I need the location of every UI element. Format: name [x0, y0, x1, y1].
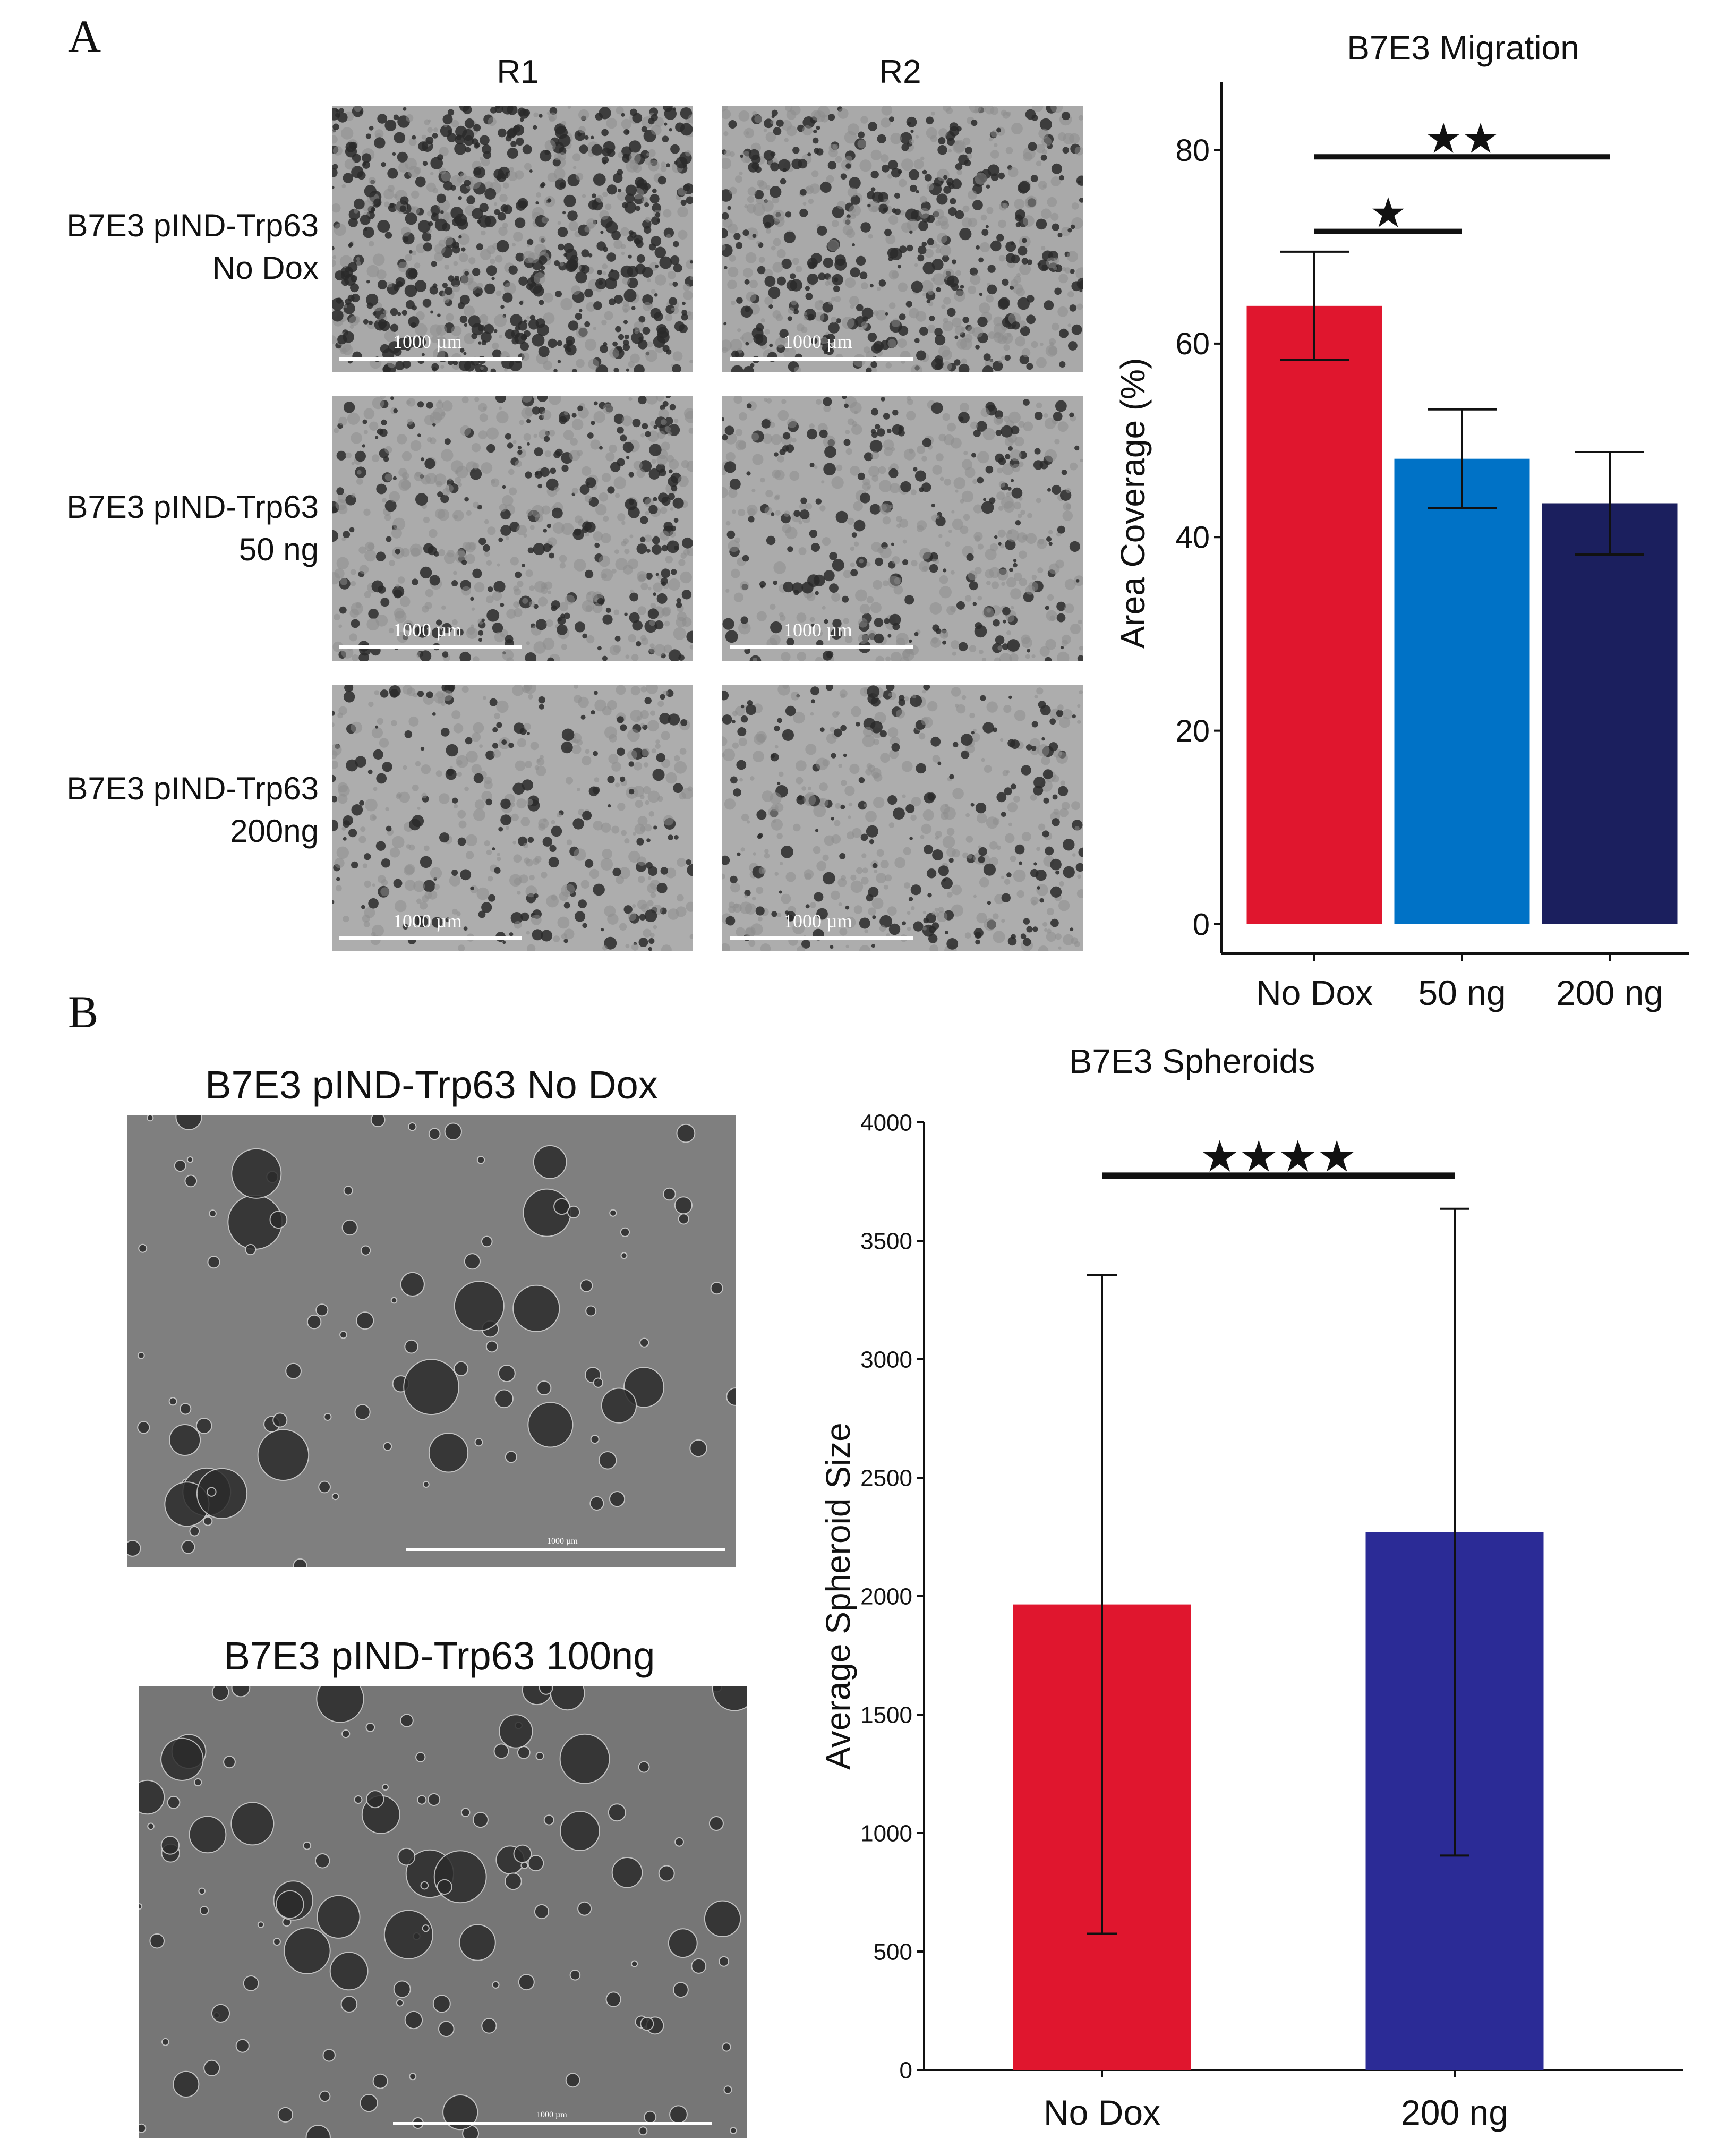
significance-stars: ★: [1370, 190, 1407, 236]
scale-bar: [393, 2122, 712, 2125]
row-label-line1: B7E3 pIND-Trp63: [66, 489, 319, 525]
scale-bar: [339, 357, 522, 361]
y-tick-label: 60: [1175, 327, 1210, 361]
x-tick-label: No Dox: [1044, 2093, 1160, 2132]
y-tick-label: 4000: [860, 1110, 912, 1136]
y-tick-label: 0: [1193, 907, 1210, 942]
bar: [1394, 458, 1530, 924]
scale-bar-label: 1000 µm: [536, 2110, 567, 2119]
y-tick-label: 80: [1175, 133, 1210, 168]
y-tick-label: 20: [1175, 714, 1210, 748]
micrograph-50ng-r2: [722, 396, 1083, 661]
y-tick-label: 3500: [860, 1228, 912, 1254]
scale-bar: [339, 936, 522, 940]
scale-bar: [730, 936, 913, 940]
y-tick-label: 3000: [860, 1347, 912, 1373]
bar: [1542, 503, 1678, 924]
row-label-200ng: B7E3 pIND-Trp63 200ng: [0, 768, 319, 853]
x-tick-label: 200 ng: [1556, 973, 1663, 1012]
micrograph-50ng-r1: [332, 396, 693, 661]
y-tick-label: 40: [1175, 521, 1210, 555]
y-axis-label: Area Coverage (%): [1114, 358, 1152, 649]
y-tick-label: 2500: [860, 1465, 912, 1491]
micrograph-no-dox-r1: [332, 106, 693, 372]
bar: [1246, 305, 1382, 924]
scale-bar: [730, 645, 913, 649]
scale-bar-label: 1000 µm: [393, 619, 462, 641]
x-tick-label: 50 ng: [1418, 973, 1506, 1012]
row-label-line1: B7E3 pIND-Trp63: [66, 208, 319, 243]
x-tick-label: No Dox: [1256, 973, 1373, 1012]
panel-b-letter: B: [68, 986, 99, 1037]
micrograph-no-dox-r2: [722, 106, 1083, 372]
migration-bar-chart: B7E3 Migration 0 20 40 60 80 Area Coverage (%)…: [1114, 29, 1689, 1012]
significance-stars: ★★: [1425, 115, 1499, 161]
row-label-line2: 200ng: [230, 813, 319, 849]
spheroid-bar-chart: B7E3 Spheroids 0 500 1000 1500 2000 2500 3000 35…: [819, 1042, 1683, 2132]
panel-a-letter: A: [68, 11, 101, 62]
scale-bar-label: 1000 µm: [783, 910, 852, 932]
y-tick-label: 1500: [860, 1702, 912, 1728]
scale-bar: [339, 645, 522, 649]
chart-title: B7E3 Migration: [1347, 29, 1579, 67]
y-axis-label: Average Spheroid Size: [819, 1422, 857, 1769]
micrograph-200ng-r2: [722, 685, 1083, 951]
spheroid-image-100ng: [139, 1686, 747, 2138]
scale-bar-label: 1000 µm: [393, 910, 462, 932]
scale-bar-label: 1000 µm: [783, 619, 852, 641]
row-label-50ng: B7E3 pIND-Trp63 50 ng: [0, 486, 319, 571]
y-tick-label: 0: [900, 2057, 912, 2083]
image-title-no-dox: B7E3 pIND-Trp63 No Dox: [205, 1063, 658, 1107]
y-tick-label: 500: [874, 1939, 912, 1965]
micrograph-200ng-r1: [332, 685, 693, 951]
row-label-line2: 50 ng: [238, 532, 319, 567]
row-label-no-dox: B7E3 pIND-Trp63 No Dox: [0, 204, 319, 289]
scale-bar: [730, 357, 913, 361]
significance-stars: ★★★★: [1200, 1132, 1356, 1181]
spheroid-image-no-dox: [127, 1115, 736, 1567]
column-header-r1: R1: [497, 54, 539, 90]
y-tick-label: 2000: [860, 1583, 912, 1609]
chart-title: B7E3 Spheroids: [1070, 1042, 1315, 1080]
scale-bar-label: 1000 µm: [547, 1537, 578, 1546]
scale-bar-label: 1000 µm: [783, 331, 852, 352]
row-label-line2: No Dox: [212, 250, 319, 286]
image-title-100ng: B7E3 pIND-Trp63 100ng: [224, 1634, 655, 1678]
y-tick-label: 1000: [860, 1820, 912, 1846]
row-label-line1: B7E3 pIND-Trp63: [66, 771, 319, 806]
scale-bar: [406, 1548, 725, 1551]
column-header-r2: R2: [879, 54, 921, 90]
scale-bar-label: 1000 µm: [393, 331, 462, 352]
x-tick-label: 200 ng: [1401, 2093, 1508, 2132]
